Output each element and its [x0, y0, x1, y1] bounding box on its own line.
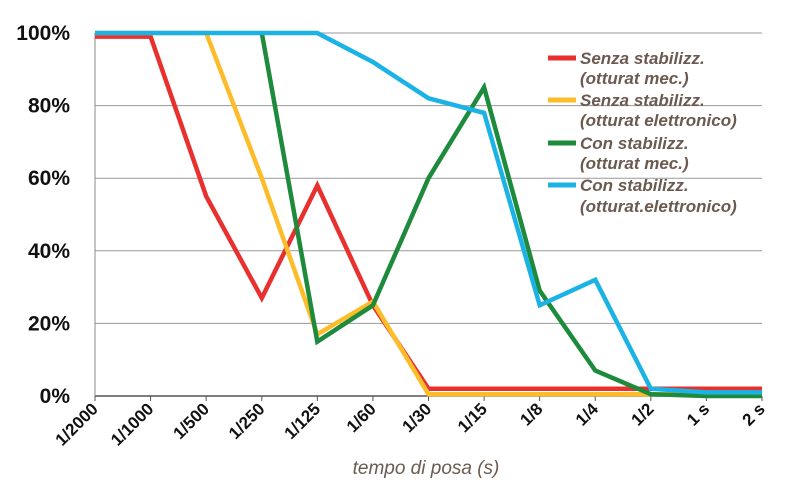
x-tick-label: 1/8	[516, 399, 546, 429]
x-tick-label: 1/4	[572, 399, 603, 430]
y-tick-label: 0%	[40, 385, 71, 408]
x-axis-label: tempo di posa (s)	[353, 458, 500, 479]
legend-label: (otturat.elettronico)	[580, 197, 737, 216]
y-tick-label: 80%	[28, 95, 70, 118]
y-tick-label: 40%	[28, 240, 70, 263]
x-tick-label: 1/15	[454, 399, 491, 436]
legend-label: Con stabilizz.	[580, 176, 689, 195]
x-axis-ticks: 1/2000 1/1000 1/500 1/250 1/125 1/60 1/30 1/15 1…	[52, 396, 769, 450]
legend: Senza stabilizz.(otturat mec.)Senza stab…	[548, 49, 737, 216]
x-tick-label: 1/500	[169, 399, 213, 443]
legend-label: (otturat elettronico)	[580, 111, 737, 130]
x-tick-label: 1/30	[398, 399, 435, 436]
legend-label: (otturat mec.)	[580, 69, 689, 88]
legend-label: Con stabilizz.	[580, 134, 689, 153]
x-tick-label: 1/250	[225, 399, 269, 443]
y-tick-label: 60%	[28, 167, 70, 190]
x-tick-label: 1/1000	[107, 399, 157, 449]
legend-label: (otturat mec.)	[580, 154, 689, 173]
x-tick-label: 1/60	[343, 399, 380, 436]
series-lines	[95, 30, 762, 399]
series-line-4	[95, 30, 762, 395]
x-tick-label: 2 s	[739, 399, 769, 429]
y-axis-ticks: 0% 20% 40% 60% 80% 100%	[16, 22, 70, 408]
legend-label: Senza stabilizz.	[580, 49, 705, 68]
x-tick-label: 1/125	[281, 399, 325, 443]
y-tick-label: 100%	[16, 22, 70, 45]
legend-label: Senza stabilizz.	[580, 91, 705, 110]
y-tick-label: 20%	[28, 312, 70, 335]
x-tick-label: 1/2	[628, 399, 658, 429]
x-tick-label: 1 s	[683, 399, 713, 429]
series-line-3	[259, 32, 762, 399]
